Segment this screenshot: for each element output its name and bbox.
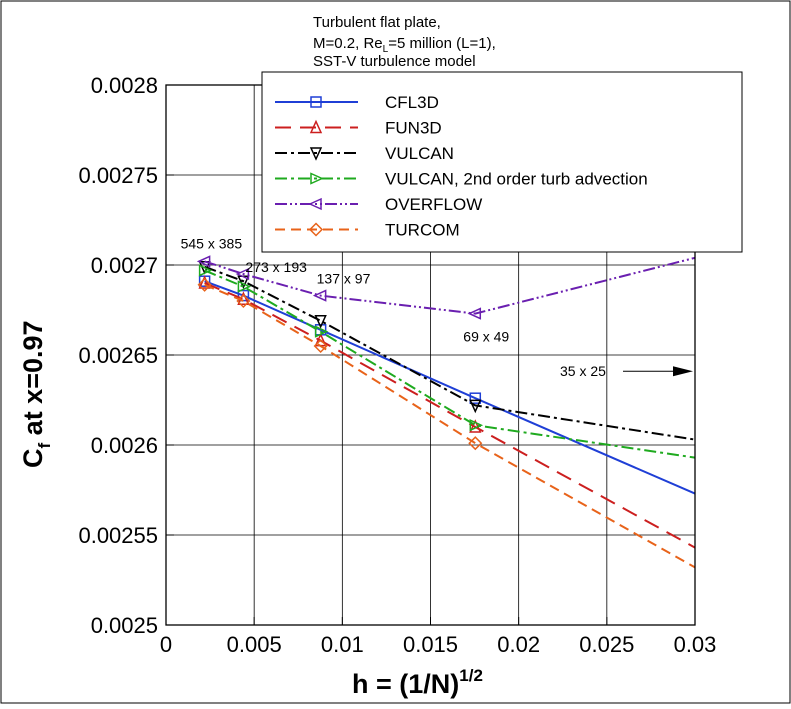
title-part-b: =5 million (L=1), — [388, 35, 496, 52]
x-tick-label: 0.01 — [321, 632, 364, 657]
y-tick-label: 0.00255 — [78, 523, 158, 548]
legend-item: TURCOM — [275, 221, 460, 240]
legend-label: VULCAN, 2nd order turb advection — [385, 170, 648, 189]
y-axis-label-c: C — [18, 449, 48, 469]
diamond-marker — [313, 338, 328, 354]
series-fun3d — [198, 275, 696, 549]
triangle-left-marker — [312, 289, 327, 302]
triangle-up-marker — [198, 275, 211, 289]
title-part-a: M=0.2, Re — [313, 35, 383, 52]
x-tick-label: 0.015 — [403, 632, 458, 657]
series-overflow — [196, 255, 696, 320]
legend-item: FUN3D — [275, 119, 442, 138]
triangle-down-marker — [309, 147, 323, 161]
x-tick-label: 0.025 — [579, 632, 634, 657]
triangle-right-marker — [237, 280, 252, 293]
annotation-arrow-head — [673, 366, 693, 377]
y-tick-label: 0.00275 — [78, 163, 158, 188]
chart-title-line-1: Turbulent flat plate, — [313, 14, 441, 31]
y-axis-label: Cf at x=0.97 — [18, 320, 54, 468]
triangle-right-marker — [314, 325, 329, 338]
triangle-down-marker — [314, 315, 327, 329]
series-line — [204, 282, 696, 549]
legend-label: CFL3D — [385, 93, 439, 112]
legend-item: VULCAN, 2nd order turb advection — [275, 170, 648, 189]
title-subscript: L — [383, 44, 389, 55]
triangle-left-marker — [235, 267, 250, 281]
legend-label: OVERFLOW — [385, 195, 482, 214]
legend-item: OVERFLOW — [275, 195, 482, 214]
triangle-right-marker — [310, 172, 324, 185]
diamond-marker — [236, 293, 251, 309]
chart-title-line-3: SST-V turbulence model — [313, 53, 476, 70]
diamond-marker — [197, 277, 212, 292]
x-axis-label-text: h = (1/N) — [352, 669, 459, 699]
y-axis-label-tail: at x=0.97 — [18, 320, 48, 442]
legend-box — [261, 71, 743, 253]
x-tick-label: 0 — [160, 632, 172, 657]
series-vulcan — [198, 261, 696, 441]
triangle-left-marker — [467, 307, 482, 320]
series-line — [204, 280, 696, 495]
legend-label: VULCAN — [385, 144, 454, 163]
diamond-marker — [308, 222, 324, 237]
series-line — [204, 256, 696, 315]
annotation-label: 69 x 49 — [463, 329, 509, 345]
chart-title-line-2: M=0.2, ReL=5 million (L=1), — [313, 35, 496, 55]
legend-label: TURCOM — [385, 221, 460, 240]
x-axis-label-sup: 1/2 — [459, 666, 483, 685]
series-line — [204, 265, 696, 441]
legend-item: CFL3D — [275, 93, 439, 112]
series-vulcan-2nd-order-turb-advection — [198, 264, 696, 459]
x-tick-label: 0.02 — [497, 632, 540, 657]
legend-label: FUN3D — [385, 119, 442, 138]
triangle-up-marker — [309, 119, 323, 134]
x-axis-label: h = (1/N)1/2 — [352, 666, 483, 699]
annotation-label: 545 x 385 — [181, 235, 243, 251]
square-marker — [310, 96, 322, 108]
annotation-label: 273 x 193 — [245, 259, 307, 275]
annotation-label: 35 x 25 — [560, 363, 606, 379]
square-marker — [469, 392, 482, 404]
triangle-right-marker — [469, 419, 484, 432]
y-tick-label: 0.0028 — [91, 73, 158, 98]
triangle-up-marker — [237, 291, 250, 305]
y-tick-label: 0.0026 — [91, 433, 158, 458]
y-tick-label: 0.0025 — [91, 613, 158, 638]
y-tick-label: 0.00265 — [78, 343, 158, 368]
legend-item: VULCAN — [275, 144, 454, 163]
y-axis-label-sub: f — [35, 443, 54, 449]
series-turcom — [197, 277, 696, 569]
triangle-right-marker — [198, 264, 213, 277]
legend: CFL3D FUN3D VULCAN VULCAN, 2nd order turb a… — [261, 71, 743, 253]
annotation-label: 137 x 97 — [317, 271, 371, 287]
series-cfl3d — [198, 275, 696, 495]
triangle-left-marker — [196, 255, 211, 268]
x-tick-label: 0.005 — [227, 632, 282, 657]
diamond-marker — [468, 436, 483, 451]
series-layer — [196, 255, 696, 569]
x-tick-label: 0.03 — [674, 632, 717, 657]
triangle-down-marker — [469, 399, 482, 414]
tick-labels: 0 0.005 0.01 0.015 0.02 0.025 0.03 0.0025 0.0025… — [78, 73, 716, 657]
y-tick-label: 0.0027 — [91, 253, 158, 278]
triangle-left-marker — [308, 197, 322, 211]
series-line — [204, 269, 696, 459]
series-line — [204, 283, 696, 569]
